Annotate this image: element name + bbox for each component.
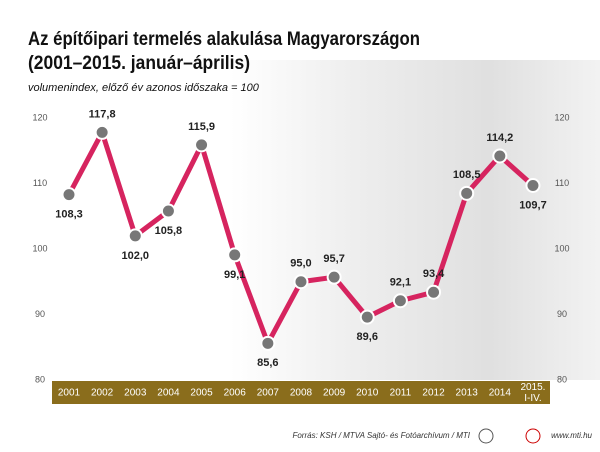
x-tick-label: 2011	[390, 388, 412, 399]
chart-title: Az építőipari termelés alakulása Magyaro…	[28, 29, 420, 50]
marker	[525, 177, 541, 193]
value-label: 92,1	[390, 277, 411, 289]
value-label: 102,0	[122, 250, 150, 262]
value-label: 105,8	[155, 225, 183, 237]
marker	[94, 124, 110, 140]
marker	[359, 309, 375, 325]
y-tick-label: 90	[35, 309, 45, 319]
y-tick-label: 120	[32, 112, 47, 122]
y-tick-label-right: 90	[557, 309, 567, 319]
y-tick-label: 100	[32, 243, 47, 253]
value-label: 85,6	[257, 357, 278, 369]
category-band	[52, 381, 550, 404]
y-tick-label-right: 110	[555, 178, 569, 188]
x-tick-label: 2010	[356, 388, 379, 399]
y-tick-label-right: 120	[554, 112, 569, 122]
x-tick-label: 2005	[190, 388, 213, 399]
marker	[260, 335, 276, 351]
logo	[525, 428, 541, 444]
y-tick-label-right: 80	[557, 374, 567, 384]
value-label: 95,7	[323, 253, 344, 265]
x-tick-label: 2014	[489, 388, 512, 399]
x-tick-label: 2001	[58, 388, 81, 399]
marker	[227, 247, 243, 263]
marker	[293, 274, 309, 290]
photo-backdrop	[230, 60, 600, 380]
x-tick-label: 2013	[456, 388, 479, 399]
value-label: 117,8	[89, 108, 116, 120]
marker	[492, 148, 508, 164]
value-label: 108,3	[55, 209, 83, 221]
marker	[326, 269, 342, 285]
value-label: 99,1	[224, 269, 245, 281]
value-label: 109,7	[519, 199, 547, 211]
x-tick-label: 2015. I-IV.	[520, 382, 545, 404]
x-tick-label: 2003	[124, 388, 147, 399]
logo	[478, 428, 494, 444]
y-tick-label: 80	[35, 374, 45, 384]
value-label: 95,0	[290, 258, 311, 270]
x-tick-label: 2002	[91, 388, 114, 399]
source: Forrás: KSH / MTVA Sajtó- és Fotóarchívu…	[292, 431, 470, 440]
y-tick-label-right: 100	[554, 243, 569, 253]
marker	[61, 187, 77, 203]
value-label: 108,5	[453, 169, 481, 181]
website: www.mti.hu	[551, 431, 592, 440]
value-label: 93,4	[423, 268, 445, 280]
marker	[392, 293, 408, 309]
marker	[194, 137, 210, 153]
marker	[160, 203, 176, 219]
unit-note: volumenindex, előző év azonos időszaka =…	[28, 82, 260, 94]
x-tick-label: 2007	[257, 388, 280, 399]
marker	[426, 284, 442, 300]
y-tick-label: 110	[33, 178, 47, 188]
x-tick-label: 2006	[224, 388, 247, 399]
value-label: 89,6	[357, 331, 378, 343]
x-tick-label: 2009	[323, 388, 346, 399]
marker	[459, 185, 475, 201]
value-label: 114,2	[486, 132, 513, 144]
x-tick-label: 2008	[290, 388, 313, 399]
x-tick-label: 2004	[157, 388, 180, 399]
x-tick-label: 2012	[422, 388, 445, 399]
chart-period: (2001–2015. január–április)	[28, 53, 250, 74]
value-label: 115,9	[188, 121, 215, 133]
marker	[127, 228, 143, 244]
